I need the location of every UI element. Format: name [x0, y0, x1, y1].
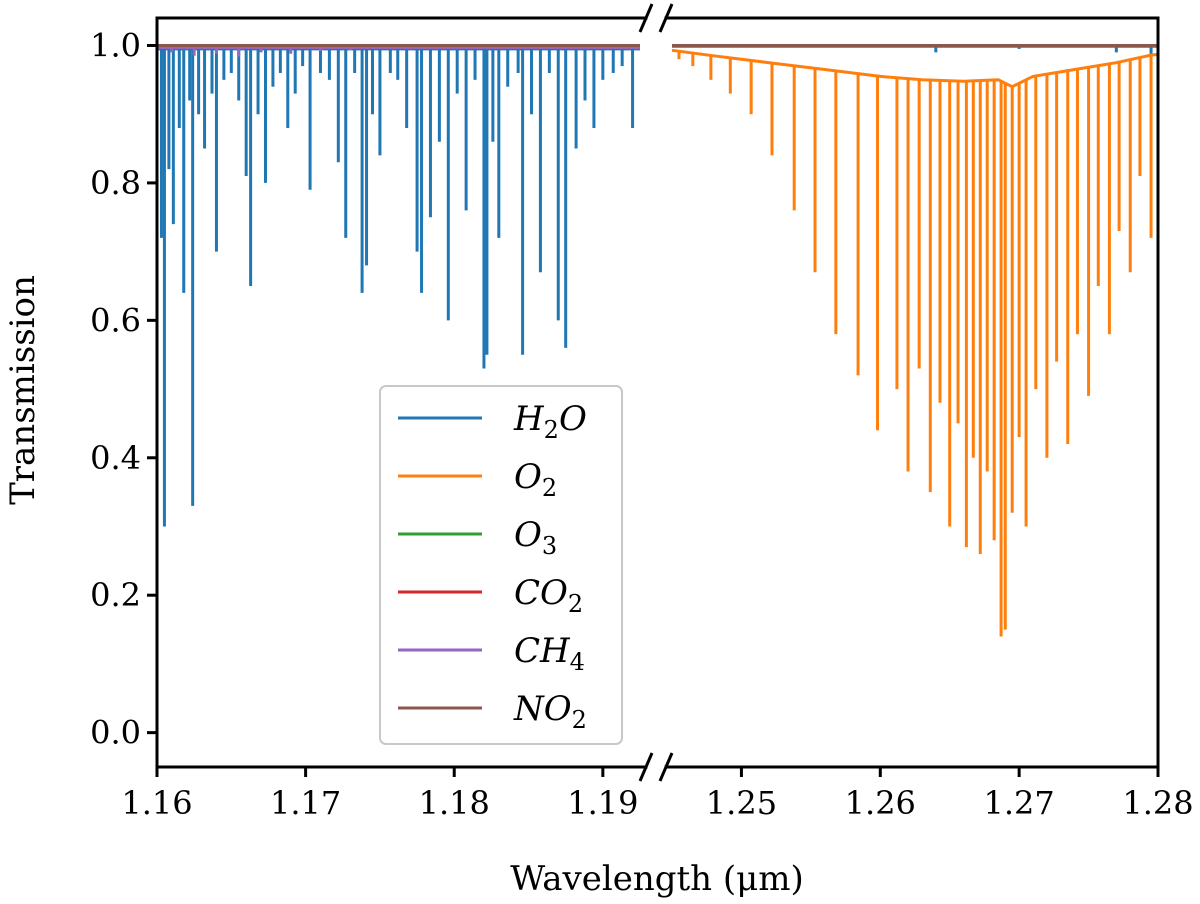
break-mark-top-left — [638, 3, 654, 33]
y-tick-label-1.0: 1.0 — [90, 26, 141, 64]
legend-label-h2o: H2O — [513, 399, 587, 444]
y-tick-label-0.4: 0.4 — [90, 439, 141, 477]
legend-label-ch4: CH4 — [514, 631, 585, 676]
ticks-layer: 0.0 0.2 0.4 0.6 0.8 1.0 1.16 1.17 1.18 1.19 1.25 1.… — [90, 26, 1194, 822]
x-tick-label-1.28: 1.28 — [1122, 784, 1193, 822]
break-mark-top-right — [658, 3, 674, 33]
x-tick-label-1.16: 1.16 — [121, 784, 192, 822]
x-tick-label-1.27: 1.27 — [984, 784, 1055, 822]
legend: H2O O2 O3 CO2 CH4 NO2 — [379, 385, 623, 745]
series-o2-baseline-2 — [671, 48, 1159, 89]
series-layer — [157, 44, 1160, 637]
legend-label-co2: CO2 — [514, 573, 583, 618]
x-axis-label: Wavelength (μm) — [510, 859, 803, 899]
legend-label-o2: O2 — [514, 457, 557, 502]
y-tick-label-0.8: 0.8 — [90, 164, 141, 202]
break-mark-bottom-left — [638, 752, 654, 782]
x-tick-label-1.26: 1.26 — [845, 784, 916, 822]
x-tick-label-1.17: 1.17 — [270, 784, 341, 822]
legend-box — [379, 385, 623, 745]
x-tick-label-1.18: 1.18 — [419, 784, 490, 822]
axes-layer — [155, 3, 1160, 782]
break-mark-bottom-right — [658, 752, 674, 782]
y-tick-label-0.2: 0.2 — [90, 576, 141, 614]
y-tick-label-0.6: 0.6 — [90, 301, 141, 339]
y-axis-label: Transmission — [3, 275, 43, 505]
legend-label-o3: O3 — [514, 515, 557, 560]
x-tick-label-1.25: 1.25 — [706, 784, 777, 822]
y-tick-label-0.0: 0.0 — [90, 714, 141, 752]
legend-label-no2: NO2 — [513, 689, 587, 734]
x-tick-label-1.19: 1.19 — [567, 784, 638, 822]
